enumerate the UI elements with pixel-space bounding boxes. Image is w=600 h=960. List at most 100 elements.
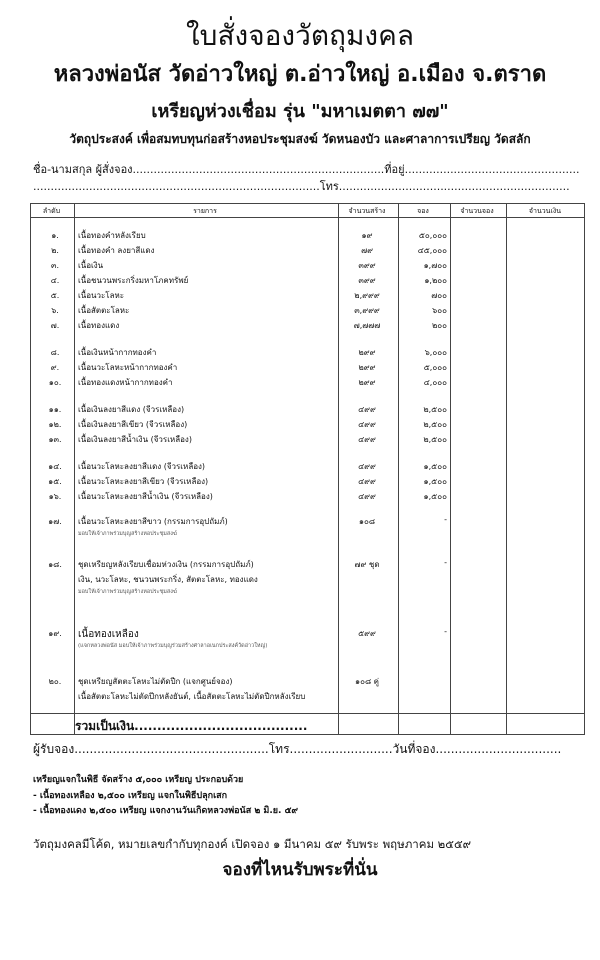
footer-slogan: จองที่ไหนรับพระที่นั่น [222,860,378,880]
divider [31,713,584,714]
phone-field[interactable]: ........................................… [33,180,570,193]
column-header: รายการ [193,207,217,215]
row-quantity: ๓๙๙ [358,276,376,285]
row-quantity: ๒,๙๙๙ [354,291,380,300]
row-quantity: ๓๙๙ [358,261,376,270]
row-price: ๖๐๐ [432,306,447,315]
row-item: เนื้อนวะโลหะลงยาสีขาว (กรรมการอุปถัมภ์) [78,517,228,526]
row-number: ๑๖. [48,492,62,501]
row-price: ๑,๕๐๐ [423,477,447,486]
row-price: ๕๐,๐๐๐ [418,231,447,240]
column-header: จำนวนจอง [460,207,494,215]
row-quantity: ๔๙๙ [358,477,376,486]
row-quantity: ๒๙๙ [358,378,376,387]
purpose-text: วัตถุประสงค์ เพื่อสมทบทุนก่อสร้างหอประชุ… [69,132,531,146]
column-header: จอง [417,207,429,215]
row-price: ๔๕,๐๐๐ [417,246,447,255]
row-item: เนื้อทองแดงหน้ากากทองคำ [78,378,173,387]
row-price: ๕,๐๐๐ [423,363,447,372]
row-item: เนื้อเงินหน้ากากทองคำ [78,348,157,357]
row-number: ๙. [50,363,60,372]
row-item: เนื้อชนวนพระกริ่งมหาโภคทรัพย์ [78,276,189,285]
notes-heading: เหรียญแจกในพิธี จัดสร้าง ๕,๐๐๐ เหรียญ ปร… [33,775,244,785]
row-note: มอบให้เจ้าภาพร่วมบุญสร้างหอประชุมสงฆ์ [78,531,178,537]
column-header: จำนวนเงิน [528,207,562,215]
row-price: ๑,๕๐๐ [423,462,447,471]
divider [506,204,507,734]
row-item: เนื้อทองเหลือง [78,629,139,640]
row-item: เนื้อเงินลงยาสีแดง (จีวรเหลือง) [78,405,185,414]
row-item: ชุดเหรียญสัตตะโลหะไม่ตัดปีก (แจกศูนย์จอง… [78,677,233,686]
row-number: ๖. [51,306,59,315]
row-number: ๑๗. [48,517,62,526]
receiver-field[interactable]: ผู้รับจอง...............................… [33,742,562,756]
row-item: เนื้อทองคำหลังเรียบ [78,231,146,240]
row-quantity: ๑๐๘ [358,517,376,526]
row-number: ๑๔. [48,462,62,471]
row-item: เนื้อเงินลงยาสีน้ำเงิน (จีวรเหลือง) [78,435,192,444]
row-number: ๑๑. [48,405,62,414]
row-note: มอบให้เจ้าภาพร่วมบุญสร้างหอประชุมสงฆ์ [78,589,178,595]
row-quantity: ๔๙๙ [358,435,376,444]
row-item: เนื้อเงิน [78,261,104,270]
row-quantity: ๒๙๙ [358,363,376,372]
form-title: ใบสั่งจองวัตถุมงคล [186,19,414,52]
row-quantity: ๔๙๙ [358,420,376,429]
row-item: เนื้อนวะโลหะหน้ากากทองคำ [78,363,178,372]
row-number: ๘. [50,348,60,357]
row-quantity: ๔๙๙ [358,462,376,471]
row-number: ๑๓. [48,435,62,444]
row-item: ชุดเหรียญหลังเรียบเชื่อมห่วงเงิน (กรรมกา… [78,560,254,569]
row-item: เนื้อนวะโลหะ [78,291,125,300]
row-item: เนื้อนวะโลหะลงยาสีเขียว (จีวรเหลือง) [78,477,209,486]
footer-info: วัตถุมงคลมีโค้ด, หมายเลขกำกับทุกองค์ เปิ… [33,837,472,851]
form-subtitle: หลวงพ่อนัส วัดอ่าวใหญ่ ต.อ่าวใหญ่ อ.เมือ… [53,62,547,87]
divider [74,204,75,734]
row-number: ๓. [50,261,59,270]
divider [450,204,451,734]
row-subitem: เงิน, นวะโลหะ, ชนวนพระกริ่ง, สัตตะโลหะ, … [78,575,258,584]
notes-item: - เนื้อทองเหลือง ๒,๕๐๐ เหรียญ แจกในพิธีป… [33,791,228,801]
row-quantity: ๒๙๙ [358,348,376,357]
name-address-field[interactable]: ชื่อ-นามสกุล ผู้สั่งจอง.................… [33,163,580,176]
notes-item: - เนื้อทองแดง ๒,๕๐๐ เหรียญ แจกงานวันเกิด… [33,806,298,816]
row-quantity: ๔๙๙ [358,492,376,501]
row-number: ๒. [51,246,59,255]
row-price: ๑,๕๐๐ [423,492,447,501]
row-number: ๑๐. [48,378,62,387]
row-item: เนื้อนวะโลหะลงยาสีแดง (จีวรเหลือง) [78,462,206,471]
row-item: เนื้อนวะโลหะลงยาสีน้ำเงิน (จีวรเหลือง) [78,492,213,501]
total-field[interactable]: รวมเป็นเงิน.............................… [75,719,308,733]
row-number: ๑. [51,231,59,240]
row-quantity: ๗๙ [361,246,373,255]
row-quantity: ๑๐๘ คู่ [354,677,380,686]
divider [338,204,339,734]
row-price: ๔,๐๐๐ [423,378,447,387]
row-quantity: ๗๙ ชุด [354,560,380,569]
row-price: - [444,515,447,524]
row-price: ๒,๕๐๐ [423,435,447,444]
divider [398,204,399,734]
row-quantity: ๗,๗๗๗ [353,321,381,330]
row-quantity: ๑๙ [361,231,373,240]
row-note: (แจกหลวงพ่อนัส มอบให้เจ้าภาพร่วมบุญร่วมส… [78,643,268,649]
row-number: ๒๐. [48,677,62,686]
row-quantity: ๔๙๙ [358,405,376,414]
row-price: ๑,๗๐๐ [423,261,447,270]
row-number: ๗. [50,321,60,330]
row-price: ๒,๕๐๐ [423,420,447,429]
row-price: ๖,๐๐๐ [424,348,447,357]
order-table [30,203,585,735]
divider [31,217,584,218]
row-quantity: ๓,๙๙๙ [354,306,380,315]
row-price: ๗๐๐ [431,291,447,300]
row-item: เนื้อทองคำ ลงยาสีแดง [78,246,155,255]
row-item: เนื้อทองแดง [78,321,120,330]
edition-title: เหรียญห่วงเชื่อม รุ่น "มหาเมตตา ๗๗" [151,101,449,122]
row-price: ๒๐๐ [431,321,447,330]
row-item: เนื้อเงินลงยาสีเขียว (จีวรเหลือง) [78,420,188,429]
row-subitem: เนื้อสัตตะโลหะไม่ตัดปีกหลังยันต์, เนื้อส… [78,692,306,701]
row-number: ๑๕. [48,477,62,486]
row-number: ๑๒. [48,420,62,429]
row-quantity: ๕๙๙ [358,629,376,638]
